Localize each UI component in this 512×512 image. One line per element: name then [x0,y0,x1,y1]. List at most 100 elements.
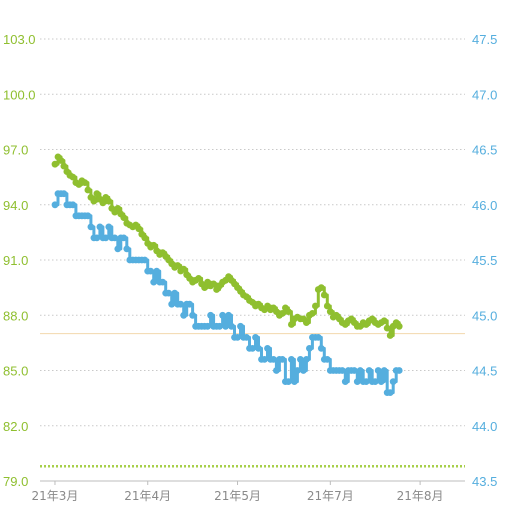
left-tick-label: 88.0 [3,308,28,323]
data-point [225,311,233,319]
data-point [353,378,361,385]
left-tick-label: 97.0 [3,143,28,158]
data-point [114,205,122,212]
data-point [317,345,325,352]
data-point [383,324,391,332]
reference-lines [40,333,465,468]
data-point [90,197,98,205]
data-point [150,241,158,249]
data-point [377,378,385,385]
data-point [386,332,394,339]
data-point [306,345,313,352]
x-tick-label: 21年4月 [124,489,171,503]
data-point [216,322,224,330]
x-tick-labels: 21年3月 21年4月 21年5月 21年7月 21年8月 [32,481,444,503]
data-point [60,190,68,198]
data-point [300,367,307,374]
data-point [341,378,349,385]
data-point [234,334,241,341]
data-point [153,267,161,275]
left-tick-label: 82.0 [3,419,28,434]
data-point [105,223,113,231]
data-point [141,234,149,242]
data-point [395,367,403,374]
data-point [285,378,292,385]
series-line [53,155,401,337]
data-point [264,345,271,352]
data-point [279,310,286,317]
right-tick-label: 47.0 [472,87,497,102]
data-point [273,367,280,374]
grid-lines [40,38,465,427]
data-point [159,278,167,286]
data-point [309,310,316,317]
left-tick-label: 103.0 [3,32,36,47]
data-point [210,280,218,288]
data-point [252,334,259,341]
data-point [180,265,188,273]
data-point [102,234,110,242]
data-point [186,300,194,308]
data-point [365,367,373,374]
right-tick-label: 47.5 [472,32,497,47]
data-point [207,311,215,319]
data-point [84,212,92,220]
left-tick-label: 79.0 [3,474,28,489]
data-point [105,197,113,205]
data-point [243,334,250,341]
data-point [326,308,334,315]
data-point [147,267,155,275]
data-point [150,278,158,286]
right-tick-label: 46.0 [472,198,497,213]
data-point [285,308,292,315]
x-tick-label: 21年7月 [307,489,354,503]
data-point [135,225,143,233]
right-tick-label: 45.0 [472,308,497,323]
right-y-tick-labels: 47.5 47.0 46.5 46.0 45.5 45.0 44.5 44.0 43.5 [472,32,497,489]
data-point [362,378,370,385]
data-point [204,322,212,330]
x-tick-label: 21年3月 [32,489,79,503]
data-point [114,245,122,253]
data-point [120,214,128,222]
right-tick-label: 44.5 [472,364,497,379]
data-point [294,367,301,374]
data-point [84,186,92,194]
data-point [270,356,277,363]
data-point [111,234,119,242]
data-point [51,160,59,168]
data-point [228,322,235,330]
data-point [189,311,197,319]
right-tick-label: 46.5 [472,143,497,158]
data-point [87,223,95,231]
data-point [291,378,298,385]
series-line [53,192,401,395]
data-point [60,162,68,170]
data-point [93,234,101,242]
data-point [386,389,394,396]
data-point [338,367,346,374]
data-point [279,356,286,363]
data-point [171,289,179,297]
left-y-tick-labels: 103.0 100.0 97.0 94.0 91.0 88.0 85.0 82.0 79.0 [3,32,36,489]
data-point [237,322,244,330]
data-point [57,157,65,164]
left-tick-label: 85.0 [3,364,28,379]
data-point [303,356,310,363]
data-point [320,291,328,299]
data-point [350,367,358,374]
data-point [51,201,59,209]
data-point [317,284,325,291]
data-point [389,378,397,385]
left-tick-label: 91.0 [3,253,28,268]
data-point [222,322,230,330]
data-point [356,367,364,374]
data-point [261,356,268,363]
data-point [371,378,379,385]
data-point [99,199,107,207]
data-point [168,300,176,308]
right-tick-label: 45.5 [472,253,497,268]
data-point [312,302,319,310]
left-tick-label: 100.0 [3,87,36,102]
